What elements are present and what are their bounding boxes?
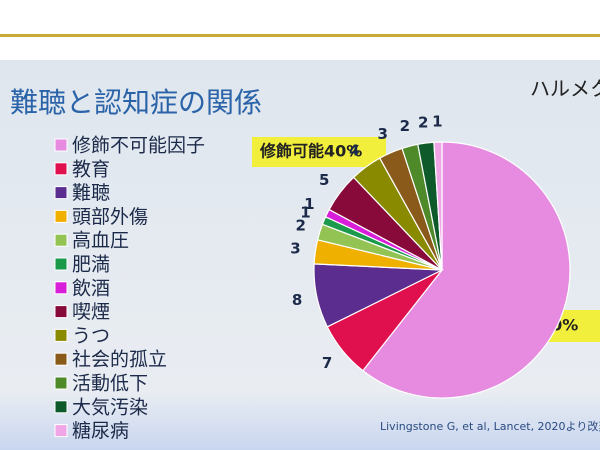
legend-label: 修飾不可能因子 [72, 135, 205, 157]
data-label: 7 [322, 354, 332, 372]
legend-swatch [54, 424, 68, 438]
legend-swatch [54, 305, 68, 319]
legend-swatch [54, 328, 68, 342]
source: Livingstone G, et al, Lancet, 2020より改変 [380, 419, 600, 433]
data-label: 1 [300, 203, 310, 221]
legend-label: 糖尿病 [72, 420, 129, 442]
data-label: 2 [418, 114, 428, 132]
legend-label: 喫煙 [72, 301, 110, 323]
legend-label: 頭部外傷 [72, 206, 148, 228]
legend-swatch [54, 400, 68, 414]
legend-label: 肥満 [72, 254, 110, 276]
data-label: 3 [377, 125, 387, 143]
legend-swatch [54, 186, 68, 200]
legend-label: 活動低下 [72, 373, 148, 395]
data-label: 5 [319, 171, 329, 189]
data-label: 8 [292, 291, 302, 309]
pie-slice [362, 141, 571, 399]
legend-swatch [54, 352, 68, 366]
legend-label: 飲酒 [72, 277, 110, 299]
data-label: 2 [295, 217, 305, 235]
legend-label: 社会的孤立 [72, 349, 167, 371]
gold-rule [0, 34, 600, 37]
legend-label: 高血圧 [72, 230, 129, 252]
data-label: 4 [349, 141, 359, 159]
chart-title: 難聴と認知症の関係 [10, 86, 262, 119]
legend-swatch [54, 281, 68, 295]
legend-swatch [54, 209, 68, 223]
legend-swatch [54, 233, 68, 247]
annotation: 修飾可能40% [259, 142, 362, 161]
legend-label: 難聴 [72, 182, 110, 204]
legend-swatch [54, 376, 68, 390]
data-label: 1 [304, 195, 314, 213]
legend-label: うつ [72, 325, 110, 347]
pie-slice [433, 141, 443, 271]
legend-swatch [54, 138, 68, 152]
data-label: 3 [290, 239, 300, 257]
annotation-box [252, 137, 386, 167]
legend-label: 教育 [72, 158, 110, 180]
legend-swatch [54, 257, 68, 271]
legend-swatch [54, 162, 68, 176]
data-label: 1 [432, 113, 442, 131]
legend-label: 大気汚染 [72, 396, 148, 418]
brand: ハルメク [530, 77, 600, 101]
data-label: 2 [400, 117, 410, 135]
